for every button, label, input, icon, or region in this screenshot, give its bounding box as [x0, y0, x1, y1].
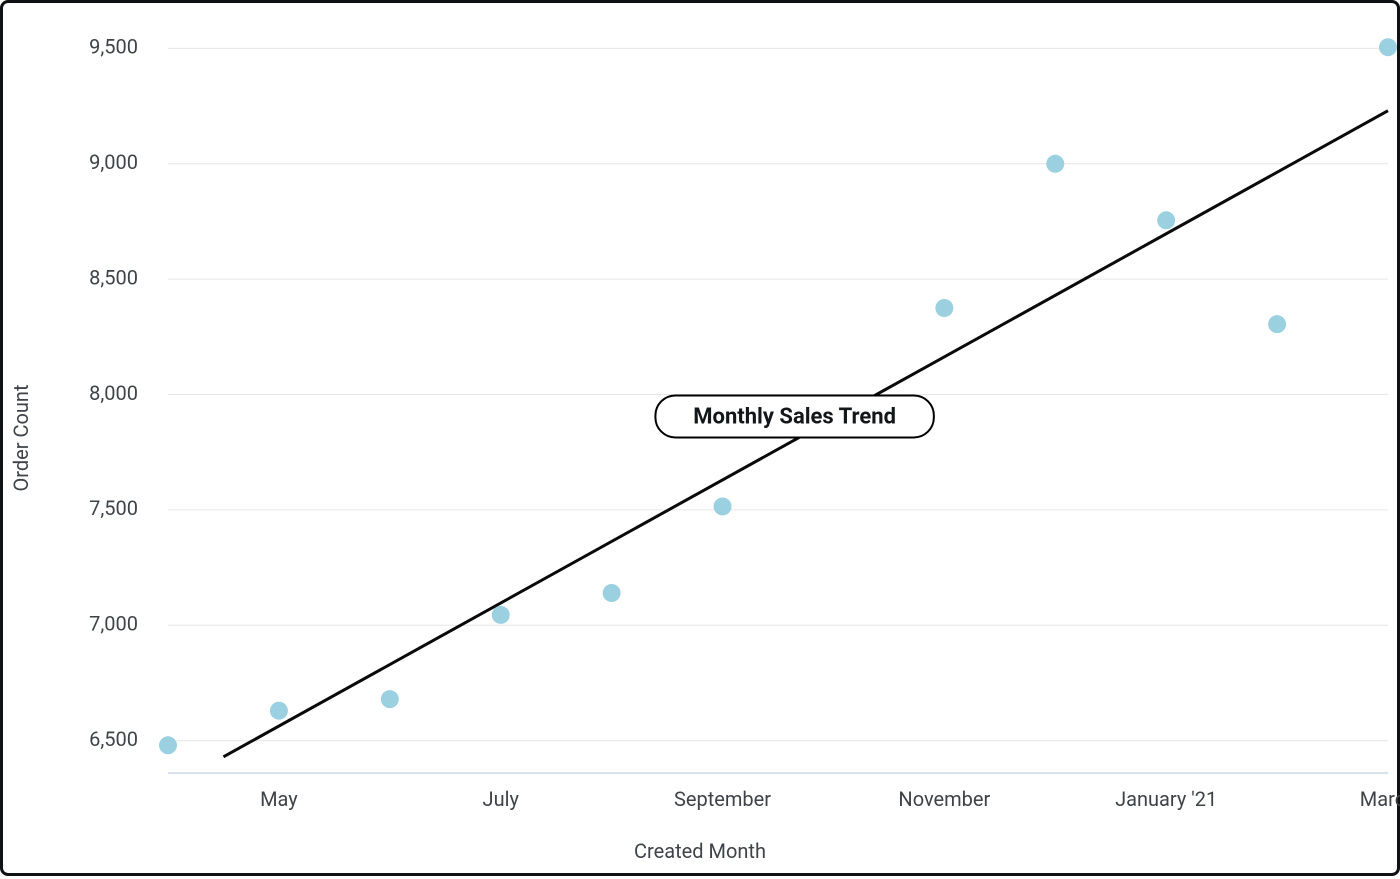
data-point	[935, 299, 953, 317]
y-tick-label: 9,000	[89, 150, 138, 174]
data-point	[1157, 211, 1175, 229]
chart-canvas: 6,500 7,000 7,500 8,000 8,500 9,000 9,500 May Ju…	[3, 3, 1400, 879]
y-tick-label: 7,000	[89, 612, 138, 636]
y-axis-title: Order Count	[9, 384, 33, 491]
x-tick-label: May	[260, 787, 298, 811]
x-tick-label: March	[1360, 787, 1400, 811]
data-point	[1379, 38, 1397, 56]
y-tick-label: 9,500	[89, 35, 138, 59]
data-point	[159, 736, 177, 754]
data-point	[714, 497, 732, 515]
y-tick-label: 7,500	[89, 496, 138, 520]
data-point	[1268, 315, 1286, 333]
y-tick-label: 6,500	[89, 727, 138, 751]
data-point	[270, 702, 288, 720]
x-tick-label: January '21	[1115, 787, 1217, 811]
y-tick-label: 8,500	[89, 265, 138, 289]
data-point	[1046, 155, 1064, 173]
x-tick-label: July	[483, 787, 520, 811]
chart-frame: 6,500 7,000 7,500 8,000 8,500 9,000 9,500 May Ju…	[0, 0, 1400, 876]
data-point	[603, 584, 621, 602]
x-tick-label: September	[674, 787, 771, 811]
y-tick-label: 8,000	[89, 381, 138, 405]
data-point	[381, 690, 399, 708]
x-tick-label: November	[898, 787, 990, 811]
data-point	[492, 606, 510, 624]
trend-annotation-label: Monthly Sales Trend	[693, 404, 896, 429]
x-axis-title: Created Month	[634, 839, 766, 863]
